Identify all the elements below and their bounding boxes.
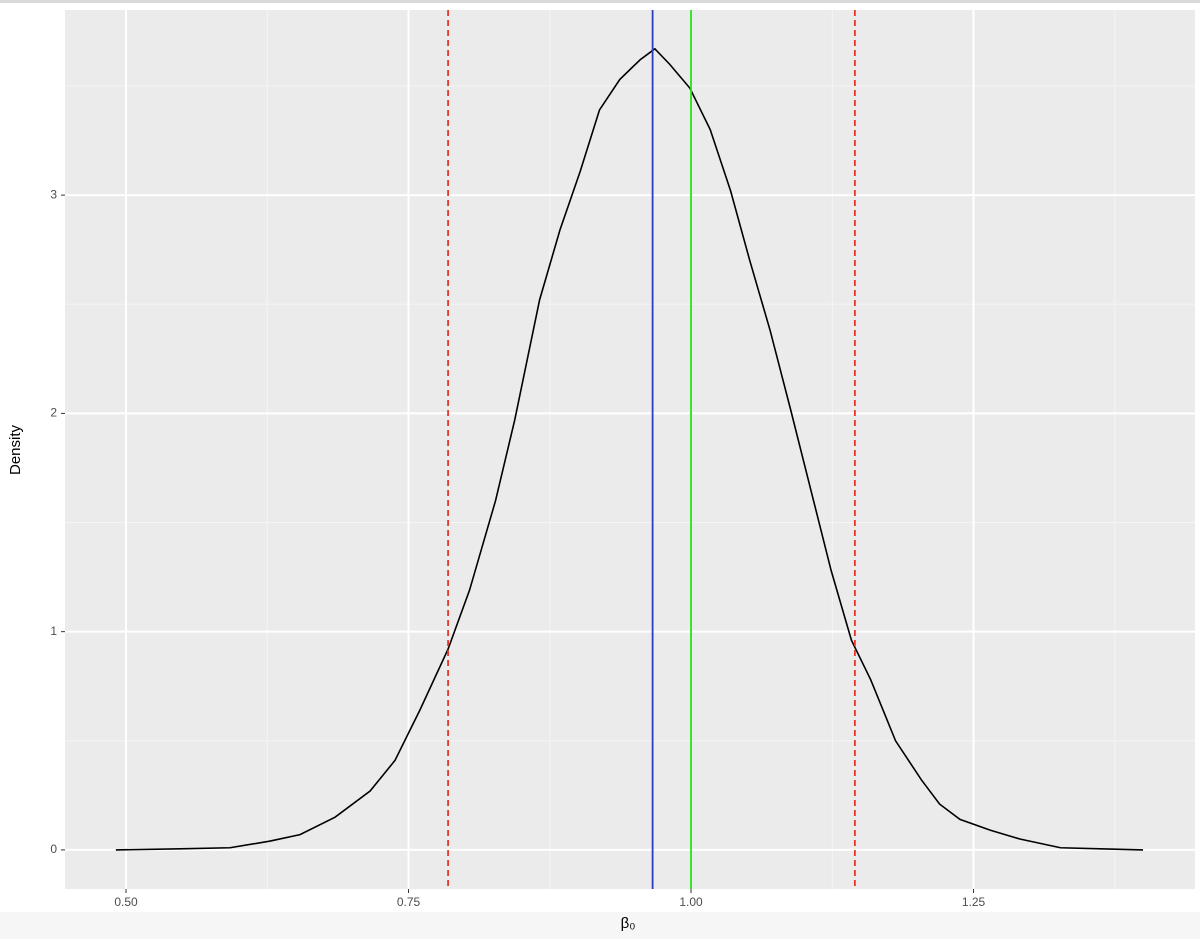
x-tick-label: 1.00: [679, 895, 703, 909]
y-tick-label: 2: [50, 406, 57, 420]
y-tick-label: 0: [50, 842, 57, 856]
density-curve: [115, 47, 1144, 851]
x-tick-label: 0.75: [397, 895, 421, 909]
x-tick-label: 0.50: [114, 895, 138, 909]
panel: [65, 10, 1195, 889]
y-tick-label: 1: [50, 624, 57, 638]
top-strip: [0, 0, 1200, 3]
x-tick-label: 1.25: [962, 895, 986, 909]
y-axis-title: Density: [7, 424, 24, 475]
x-axis-title: β₀: [621, 915, 636, 932]
y-tick-label: 3: [50, 187, 57, 201]
bottom-strip: [0, 912, 1200, 939]
